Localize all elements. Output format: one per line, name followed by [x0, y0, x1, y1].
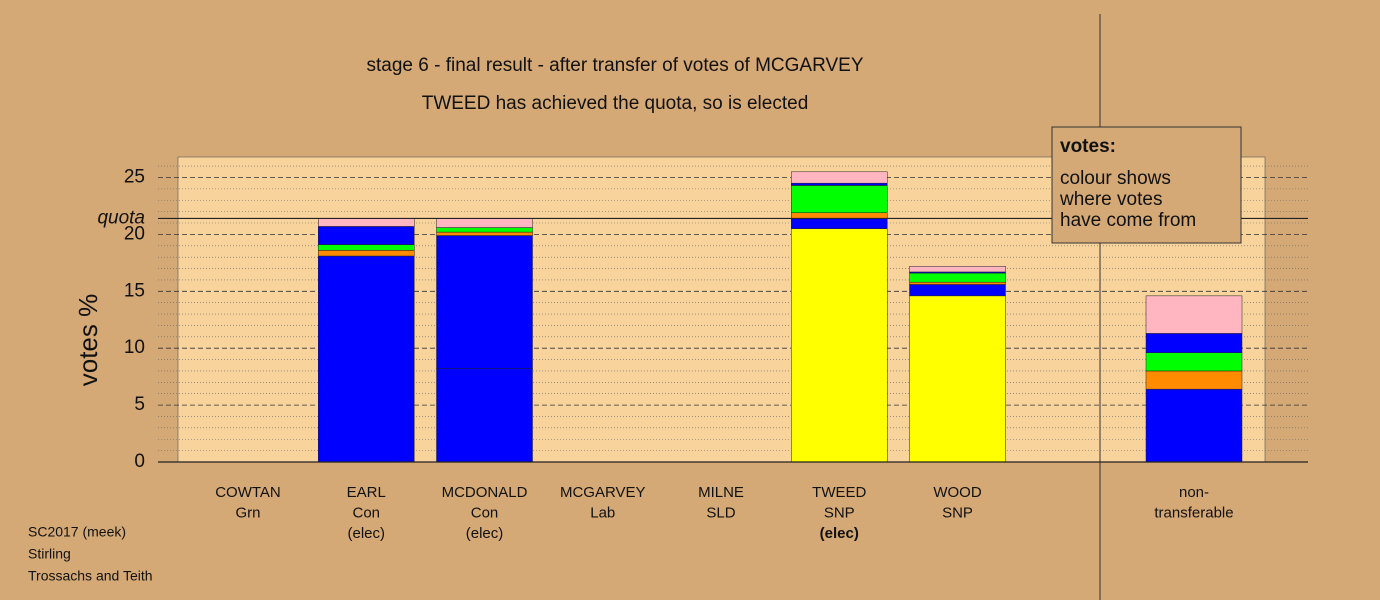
quota-label: quota [97, 207, 145, 228]
bar-segment [1145, 295, 1243, 334]
bar-segment [909, 266, 1006, 273]
note-line: colour shows [1060, 168, 1171, 189]
footer-text: Stirling [28, 546, 71, 562]
note-box [1051, 126, 1242, 244]
bars [318, 171, 1243, 463]
bar-segment [318, 218, 415, 227]
bar-segment [791, 185, 888, 214]
bar-segment [436, 235, 533, 369]
footer-text: SC2017 (meek) [28, 524, 126, 540]
x-tick-label: MILNE [698, 484, 744, 501]
note-line: have come from [1060, 210, 1196, 231]
y-axis-label: votes % [73, 294, 103, 387]
x-tick-label: transferable [1154, 504, 1233, 521]
y-tick-label: 25 [124, 167, 145, 188]
x-tick-label: MCDONALD [442, 484, 528, 501]
bar-segment [318, 255, 415, 463]
bar-segment [436, 227, 533, 233]
x-tick-label: Grn [235, 504, 260, 521]
footer-text: Trossachs and Teith [28, 568, 153, 584]
note-heading: votes: [1060, 136, 1116, 157]
bar-segment [436, 218, 533, 228]
x-tick-label: MCGARVEY [560, 484, 646, 501]
y-tick-label: 0 [134, 451, 145, 472]
bar-segment [909, 295, 1006, 463]
y-tick-label: 15 [124, 280, 145, 301]
bar-segment [909, 284, 1006, 297]
bar-segment [791, 218, 888, 229]
bar-segment [436, 231, 533, 236]
chart-title: stage 6 - final result - after transfer … [366, 55, 863, 76]
bar-segment [909, 281, 1006, 285]
bar-segment [1145, 333, 1243, 353]
y-tick-label: 10 [124, 337, 145, 358]
x-tick-label: (elec) [347, 525, 385, 542]
bar-segment [909, 272, 1006, 283]
bar-segment [791, 212, 888, 219]
x-tick-label: non- [1179, 484, 1209, 501]
bar-segment [318, 250, 415, 257]
bar-segment [1145, 352, 1243, 372]
x-tick-label: COWTAN [215, 484, 281, 501]
note-line: where votes [1059, 189, 1162, 210]
bar-segment [791, 171, 888, 184]
bar-segment [791, 228, 888, 463]
x-tick-label: TWEED [812, 484, 866, 501]
x-tick-label: WOOD [933, 484, 981, 501]
x-tick-label: Lab [590, 504, 615, 521]
y-tick-label: 5 [134, 394, 145, 415]
bar-segment [1145, 370, 1243, 390]
bar-segment [318, 226, 415, 245]
x-tick-label: SLD [706, 504, 735, 521]
bar-segment [318, 244, 415, 251]
x-tick-label: Con [471, 504, 499, 521]
bar-segment [1145, 388, 1243, 463]
x-tick-label: SNP [824, 504, 855, 521]
y-tick-label: 20 [124, 223, 145, 244]
bar-segment [791, 182, 888, 186]
overlay: 0 5 10 15 20 25 COWTAN Grn EARL Con (elec) MCDONALD… [97, 167, 1308, 542]
bar-segment [436, 368, 533, 463]
x-tick-label: Con [352, 504, 380, 521]
chart-subtitle: TWEED has achieved the quota, so is elec… [422, 93, 809, 114]
x-tick-label: (elec) [820, 525, 859, 542]
x-tick-label: (elec) [466, 525, 504, 542]
x-tick-label: EARL [347, 484, 386, 501]
x-tick-label: SNP [942, 504, 973, 521]
